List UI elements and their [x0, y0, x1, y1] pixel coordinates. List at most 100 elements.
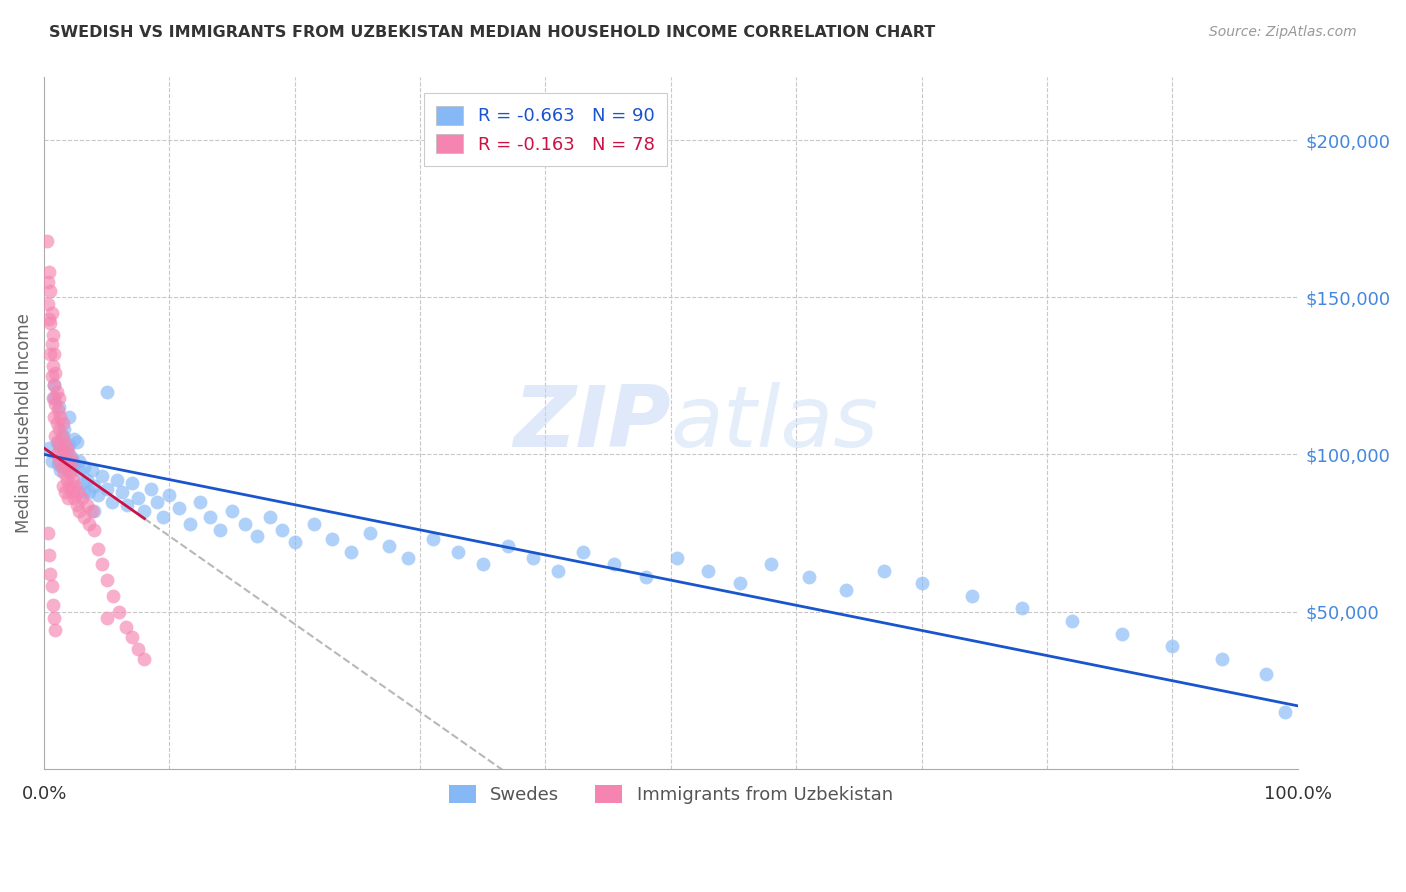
Point: [188, 494, 211, 508]
Point: [179, 516, 201, 531]
Point: [80, 463, 103, 477]
Point: [48, 454, 70, 468]
Point: [66, 485, 89, 500]
Point: [53, 467, 76, 481]
Point: [45, 416, 67, 430]
Point: [51, 447, 73, 461]
Point: [603, 558, 626, 572]
Point: [55, 473, 77, 487]
Point: [41, 337, 63, 351]
Point: [44, 391, 66, 405]
Point: [44, 397, 66, 411]
Point: [55, 441, 77, 455]
Point: [271, 523, 294, 537]
Point: [42, 599, 65, 613]
Point: [77, 516, 100, 531]
Point: [45, 447, 67, 461]
Y-axis label: Median Household Income: Median Household Income: [15, 313, 32, 533]
Point: [114, 620, 136, 634]
Point: [66, 498, 89, 512]
Point: [73, 510, 96, 524]
Point: [73, 460, 96, 475]
Point: [873, 564, 896, 578]
Point: [378, 539, 401, 553]
Point: [65, 479, 87, 493]
Point: [67, 504, 90, 518]
Point: [208, 523, 231, 537]
Point: [38, 441, 60, 455]
Point: [90, 469, 112, 483]
Point: [634, 570, 657, 584]
Point: [41, 579, 63, 593]
Point: [56, 491, 79, 506]
Point: [56, 460, 79, 475]
Point: [127, 491, 149, 506]
Point: [134, 504, 156, 518]
Point: [49, 463, 72, 477]
Point: [96, 482, 118, 496]
Point: [447, 545, 470, 559]
Point: [55, 485, 77, 500]
Point: [38, 312, 60, 326]
Point: [44, 428, 66, 442]
Point: [45, 384, 67, 399]
Point: [284, 535, 307, 549]
Point: [1211, 651, 1233, 665]
Point: [41, 306, 63, 320]
Point: [63, 432, 86, 446]
Point: [115, 498, 138, 512]
Point: [39, 284, 62, 298]
Point: [46, 434, 69, 449]
Point: [159, 488, 181, 502]
Point: [76, 473, 98, 487]
Point: [52, 479, 75, 493]
Point: [55, 460, 77, 475]
Point: [42, 328, 65, 343]
Point: [76, 498, 98, 512]
Point: [37, 526, 59, 541]
Point: [70, 475, 93, 490]
Point: [302, 516, 325, 531]
Point: [666, 551, 689, 566]
Point: [48, 422, 70, 436]
Point: [49, 441, 72, 455]
Point: [83, 479, 105, 493]
Point: [46, 457, 69, 471]
Point: [60, 485, 83, 500]
Point: [42, 359, 65, 374]
Point: [48, 438, 70, 452]
Point: [48, 401, 70, 415]
Point: [759, 558, 782, 572]
Point: [53, 434, 76, 449]
Point: [44, 378, 66, 392]
Point: [101, 494, 124, 508]
Point: [134, 651, 156, 665]
Point: [63, 457, 86, 471]
Text: Source: ZipAtlas.com: Source: ZipAtlas.com: [1209, 25, 1357, 39]
Point: [58, 409, 80, 424]
Point: [108, 605, 131, 619]
Point: [259, 510, 281, 524]
Point: [38, 548, 60, 562]
Point: [44, 378, 66, 392]
Point: [56, 454, 79, 468]
Point: [797, 570, 820, 584]
Point: [63, 491, 86, 506]
Legend: Swedes, Immigrants from Uzbekistan: Swedes, Immigrants from Uzbekistan: [437, 774, 904, 815]
Point: [66, 434, 89, 449]
Point: [48, 391, 70, 405]
Point: [87, 488, 110, 502]
Point: [41, 454, 63, 468]
Text: ZIP: ZIP: [513, 382, 671, 465]
Point: [422, 533, 444, 547]
Point: [139, 482, 162, 496]
Point: [35, 234, 58, 248]
Point: [83, 523, 105, 537]
Point: [41, 368, 63, 383]
Point: [52, 447, 75, 461]
Point: [127, 642, 149, 657]
Point: [70, 491, 93, 506]
Point: [80, 504, 103, 518]
Point: [101, 589, 124, 603]
Point: [83, 504, 105, 518]
